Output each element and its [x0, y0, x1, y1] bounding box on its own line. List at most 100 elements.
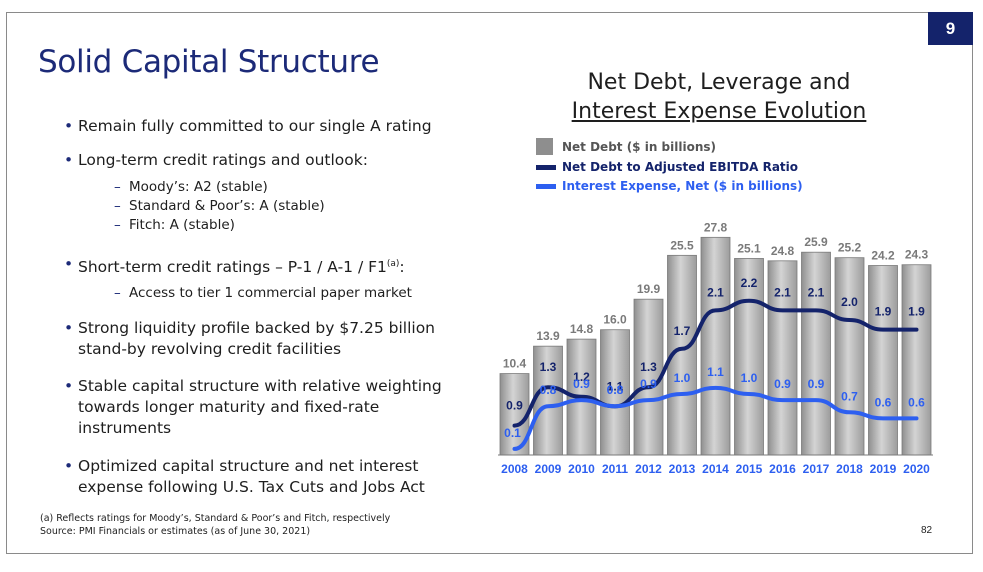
- bullet-text: Remain fully committed to our single A r…: [78, 117, 432, 135]
- bullet-text: Strong liquidity profile backed by $7.25…: [78, 319, 436, 337]
- x-tick-label: 2009: [535, 462, 562, 476]
- bar-value-label: 14.8: [570, 322, 594, 336]
- x-tick-label: 2008: [501, 462, 528, 476]
- interest-data-label: 1.1: [707, 365, 724, 379]
- bar-value-label: 10.4: [503, 357, 527, 371]
- chart-title-line: Net Debt, Leverage and: [587, 70, 851, 95]
- chart-title: Net Debt, Leverage and Interest Expense …: [560, 68, 878, 126]
- bar-net-debt: [734, 258, 764, 456]
- bar-net-debt: [901, 264, 932, 456]
- page-number: 82: [921, 525, 933, 536]
- leverage-data-label: 0.9: [506, 399, 523, 413]
- interest-data-label: 0.8: [540, 383, 557, 397]
- leverage-data-label: 2.2: [741, 276, 758, 290]
- interest-data-label: 0.9: [808, 377, 825, 391]
- bar-net-debt: [868, 265, 898, 456]
- bullet-text: expense following U.S. Tax Cuts and Jobs…: [78, 478, 425, 496]
- leverage-data-label: 1.9: [908, 305, 925, 319]
- bar-net-debt: [600, 329, 630, 456]
- interest-data-label: 0.6: [875, 395, 892, 409]
- interest-data-label: 0.7: [841, 389, 858, 403]
- sub-bullet-item: – Moody’s: A2 (stable): [114, 179, 268, 195]
- x-tick-label: 2018: [836, 462, 863, 476]
- bar-value-label: 16.0: [603, 313, 627, 327]
- bullet-text: instruments: [78, 419, 172, 437]
- bar-value-label: 24.2: [871, 249, 895, 263]
- leverage-data-label: 2.1: [774, 285, 791, 299]
- legend-item-leverage: Net Debt to Adjusted EBITDA Ratio: [536, 160, 798, 174]
- bar-value-label: 25.2: [838, 241, 862, 255]
- sub-bullet-text: Standard & Poor’s: A (stable): [129, 198, 325, 214]
- bullet-text: Long-term credit ratings and outlook:: [78, 151, 368, 169]
- leverage-data-label: 1.2: [573, 370, 590, 384]
- bar-value-label: 25.1: [737, 241, 761, 255]
- legend-label: Net Debt ($ in billions): [562, 139, 717, 154]
- sub-bullet-item: – Access to tier 1 commercial paper marke…: [114, 285, 412, 301]
- bar-value-label: 27.8: [704, 220, 728, 234]
- leverage-data-label: 2.0: [841, 295, 858, 309]
- interest-data-label: 0.8: [607, 383, 624, 397]
- x-tick-label: 2010: [568, 462, 595, 476]
- interest-data-label: 0.6: [908, 395, 925, 409]
- footnote: (a) Reflects ratings for Moody’s, Standa…: [40, 512, 390, 538]
- bar-net-debt: [834, 257, 865, 456]
- legend-item-net-debt: Net Debt ($ in billions): [536, 138, 716, 155]
- leverage-data-label: 2.1: [707, 285, 724, 299]
- bar-value-label: 24.3: [905, 248, 929, 262]
- sub-bullet-text: Access to tier 1 commercial paper market: [129, 285, 412, 301]
- x-tick-label: 2015: [736, 462, 763, 476]
- leverage-data-label: 1.3: [640, 360, 657, 374]
- legend-swatch: [536, 183, 556, 189]
- interest-data-label: 1.0: [741, 371, 758, 385]
- interest-data-label: 0.1: [504, 426, 521, 440]
- legend-swatch: [536, 138, 553, 155]
- page-badge: 9: [928, 12, 973, 45]
- line-leverage-ratio: [512, 298, 919, 428]
- sub-bullet-item: – Fitch: A (stable): [114, 217, 235, 233]
- interest-data-label: 1.0: [674, 371, 691, 385]
- interest-data-label: 0.9: [774, 377, 791, 391]
- leverage-data-label: 1.9: [875, 305, 892, 319]
- x-tick-label: 2012: [635, 462, 662, 476]
- bar-net-debt: [499, 373, 530, 456]
- line-interest-expense: [512, 385, 919, 451]
- bar-value-label: 19.9: [637, 282, 661, 296]
- interest-data-label: 0.9: [573, 377, 590, 391]
- x-tick-label: 2013: [669, 462, 696, 476]
- x-tick-label: 2017: [803, 462, 830, 476]
- bullet-item: • Long-term credit ratings and outlook:: [64, 151, 368, 169]
- bullet-text: towards longer maturity and fixed-rate: [78, 398, 380, 416]
- bar-value-label: 13.9: [536, 329, 560, 343]
- bar-net-debt: [801, 251, 831, 456]
- bar-net-debt: [533, 345, 563, 456]
- bullet-text: stand-by revolving credit facilities: [78, 340, 342, 358]
- sub-bullet-text: Fitch: A (stable): [129, 217, 235, 233]
- x-tick-label: 2011: [602, 462, 628, 476]
- interest-data-label: 0.9: [640, 377, 657, 391]
- bullet-item: • Remain fully committed to our single A …: [64, 117, 432, 135]
- bullet-text: Optimized capital structure and net inte…: [78, 457, 419, 475]
- bullet-item: • Strong liquidity profile backed by $7.2…: [64, 319, 436, 358]
- x-tick-label: 2020: [903, 462, 930, 476]
- bar-value-label: 25.5: [670, 238, 694, 252]
- bullet-item: • Optimized capital structure and net int…: [64, 457, 425, 496]
- source-line: Source: PMI Financials or estimates (as …: [40, 526, 311, 537]
- x-tick-label: 2014: [702, 462, 729, 476]
- legend-label: Net Debt to Adjusted EBITDA Ratio: [562, 160, 799, 174]
- bar-net-debt: [633, 298, 664, 456]
- leverage-data-label: 1.3: [540, 360, 557, 374]
- legend-item-interest: Interest Expense, Net ($ in billions): [536, 179, 803, 193]
- legend-swatch: [536, 164, 556, 170]
- bar-net-debt: [767, 260, 798, 456]
- bullet-item: • Stable capital structure with relative …: [64, 377, 442, 437]
- footnote-line: (a) Reflects ratings for Moody’s, Standa…: [40, 513, 391, 524]
- slide-title: Solid Capital Structure: [38, 44, 380, 80]
- bullet-text-suffix: :: [399, 258, 405, 277]
- legend-label: Interest Expense, Net ($ in billions): [562, 179, 803, 193]
- bar-net-debt: [700, 236, 731, 456]
- bullet-text: Stable capital structure with relative w…: [78, 377, 442, 395]
- leverage-data-label: 1.7: [674, 324, 691, 338]
- sub-bullet-text: Moody’s: A2 (stable): [129, 179, 268, 195]
- bullet-text: Short-term credit ratings – P-1 / A-1 / …: [78, 258, 387, 277]
